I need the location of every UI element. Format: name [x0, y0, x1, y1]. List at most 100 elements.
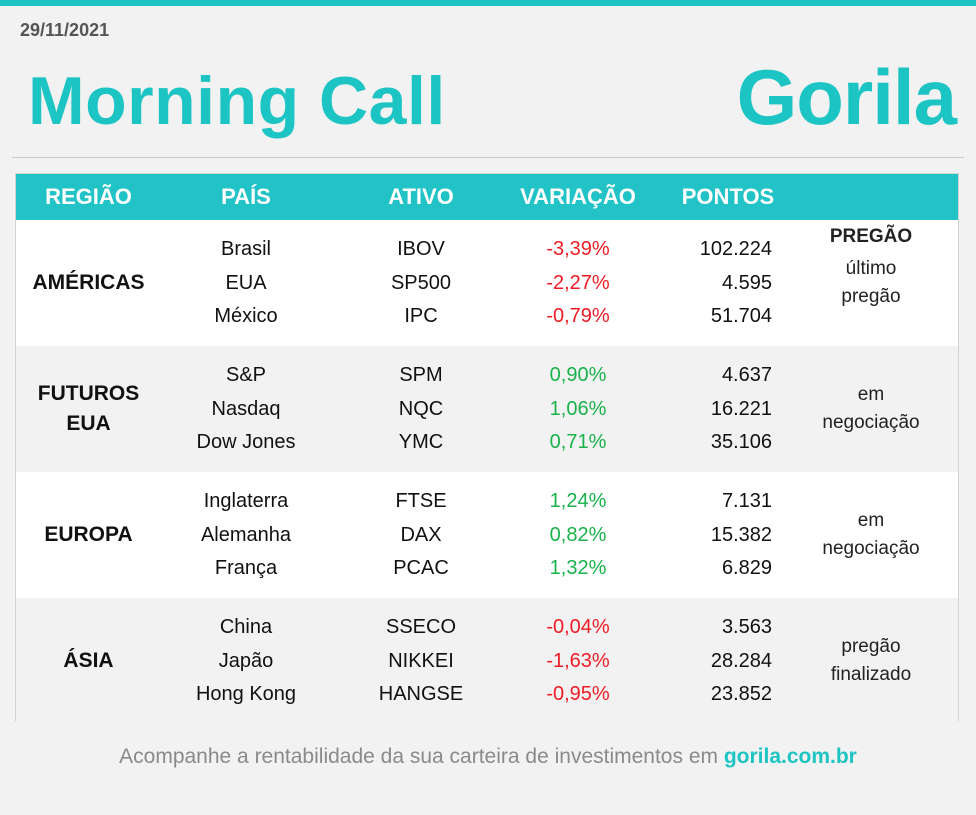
cell-variacao: 0,71%	[549, 431, 607, 453]
table-header: REGIÃO PAÍS ATIVO VARIAÇÃO PONTOS PREGÃO	[16, 174, 958, 247]
cell-pais: Japão	[218, 650, 274, 672]
table-row: Dow Jones YMC 0,71% 35.106	[16, 425, 958, 459]
pregao-line: em	[857, 384, 885, 405]
region-line: ÁSIA	[63, 649, 114, 672]
table-row: México IPC -0,79% 51.704	[16, 299, 958, 333]
pregao-status: pregão finalizado	[806, 598, 936, 724]
cell-pais: EUA	[225, 272, 267, 294]
pregao-line: pregão	[841, 286, 901, 307]
region-label: ÁSIA	[16, 598, 161, 724]
cell-variacao: -3,39%	[546, 238, 610, 260]
cell-pais: Brasil	[220, 238, 271, 260]
cell-pais: Alemanha	[200, 524, 292, 546]
page-title: Morning Call	[28, 63, 446, 139]
cell-ativo: IPC	[404, 305, 438, 327]
cell-pontos: 16.221	[710, 398, 772, 420]
footer: Acompanhe a rentabilidade da sua carteir…	[0, 745, 976, 769]
cell-ativo: FTSE	[395, 490, 447, 512]
table-row: Nasdaq NQC 1,06% 16.221	[16, 392, 958, 426]
table-row: Inglaterra FTSE 1,24% 7.131	[16, 484, 958, 518]
header-divider	[12, 157, 964, 158]
column-header-ativo: ATIVO	[388, 184, 454, 209]
cell-variacao: 1,24%	[549, 490, 607, 512]
cell-variacao: -1,63%	[546, 650, 610, 672]
cell-variacao: -2,27%	[546, 272, 610, 294]
cell-pontos: 51.704	[710, 305, 772, 327]
cell-pontos: 3.563	[721, 616, 772, 638]
cell-pais: França	[214, 557, 278, 579]
region-label: FUTUROS EUA	[16, 346, 161, 472]
cell-pontos: 102.224	[699, 238, 772, 260]
cell-ativo: YMC	[398, 431, 444, 453]
cell-ativo: SPM	[399, 364, 443, 386]
cell-pais: S&P	[225, 364, 267, 386]
table-row: China SSECO -0,04% 3.563	[16, 610, 958, 644]
cell-ativo: NIKKEI	[388, 650, 454, 672]
cell-pontos: 6.829	[721, 557, 772, 579]
pregao-status: último pregão	[806, 220, 936, 346]
cell-ativo: NQC	[398, 398, 444, 420]
cell-pontos: 4.637	[721, 364, 772, 386]
cell-pontos: 35.106	[710, 431, 772, 453]
gorila-logo: Gorila	[736, 53, 957, 141]
cell-pontos: 15.382	[710, 524, 772, 546]
cell-pais: China	[219, 616, 273, 638]
pregao-line: finalizado	[830, 664, 912, 685]
cell-pais: Hong Kong	[195, 683, 297, 705]
table-row: Brasil IBOV -3,39% 102.224	[16, 232, 958, 266]
region-line: EUROPA	[44, 523, 133, 546]
pregao-line: negociação	[822, 538, 920, 559]
table-row: EUA SP500 -2,27% 4.595	[16, 266, 958, 300]
cell-ativo: HANGSE	[378, 683, 464, 705]
cell-pontos: 23.852	[710, 683, 772, 705]
cell-variacao: 0,90%	[549, 364, 607, 386]
cell-variacao: 0,82%	[549, 524, 607, 546]
cell-pais: México	[214, 305, 278, 327]
cell-ativo: SP500	[390, 272, 452, 294]
cell-ativo: SSECO	[385, 616, 457, 638]
cell-ativo: IBOV	[397, 238, 445, 260]
pregao-line: último	[845, 258, 897, 279]
section-americas: AMÉRICAS Brasil IBOV -3,39% 102.224 EUA …	[16, 220, 958, 346]
column-header-pontos: PONTOS	[681, 184, 775, 209]
region-line: FUTUROS	[37, 382, 140, 405]
cell-pais: Dow Jones	[196, 431, 296, 453]
section-europa: EUROPA Inglaterra FTSE 1,24% 7.131 Alema…	[16, 472, 958, 598]
column-header-variacao: VARIAÇÃO	[520, 184, 636, 209]
column-header-regiao: REGIÃO	[45, 184, 132, 209]
column-header-pregao: PREGÃO	[829, 226, 913, 247]
region-line: AMÉRICAS	[32, 271, 145, 294]
cell-ativo: PCAC	[393, 557, 449, 579]
cell-variacao: 1,32%	[549, 557, 607, 579]
market-table: REGIÃO PAÍS ATIVO VARIAÇÃO PONTOS PREGÃO…	[15, 173, 959, 724]
cell-pontos: 28.284	[710, 650, 772, 672]
region-label: EUROPA	[16, 472, 161, 598]
cell-pais: Inglaterra	[203, 490, 289, 512]
pregao-status: em negociação	[806, 346, 936, 472]
cell-pontos: 4.595	[721, 272, 772, 294]
cell-ativo: DAX	[400, 524, 442, 546]
table-row: Alemanha DAX 0,82% 15.382	[16, 518, 958, 552]
cell-pontos: 7.131	[721, 490, 772, 512]
pregao-line: pregão	[841, 636, 901, 657]
top-accent-bar	[0, 0, 976, 6]
footer-text: Acompanhe a rentabilidade da sua carteir…	[119, 745, 724, 768]
cell-pais: Nasdaq	[211, 398, 281, 420]
section-asia: ÁSIA China SSECO -0,04% 3.563 Japão NIKK…	[16, 598, 958, 724]
table-row: Hong Kong HANGSE -0,95% 23.852	[16, 677, 958, 711]
report-date: 29/11/2021	[20, 20, 110, 40]
cell-variacao: -0,79%	[546, 305, 610, 327]
table-row: S&P SPM 0,90% 4.637	[16, 358, 958, 392]
pregao-line: em	[857, 510, 885, 531]
column-header-pais: PAÍS	[221, 184, 271, 209]
cell-variacao: -0,04%	[546, 616, 610, 638]
region-label: AMÉRICAS	[16, 220, 161, 346]
section-futuros-eua: FUTUROS EUA S&P SPM 0,90% 4.637 Nasdaq N…	[16, 346, 958, 472]
footer-link[interactable]: gorila.com.br	[723, 745, 857, 768]
region-line: EUA	[66, 412, 111, 435]
cell-variacao: -0,95%	[546, 683, 610, 705]
cell-variacao: 1,06%	[549, 398, 607, 420]
pregao-status: em negociação	[806, 472, 936, 598]
table-row: Japão NIKKEI -1,63% 28.284	[16, 644, 958, 678]
pregao-line: negociação	[822, 412, 920, 433]
